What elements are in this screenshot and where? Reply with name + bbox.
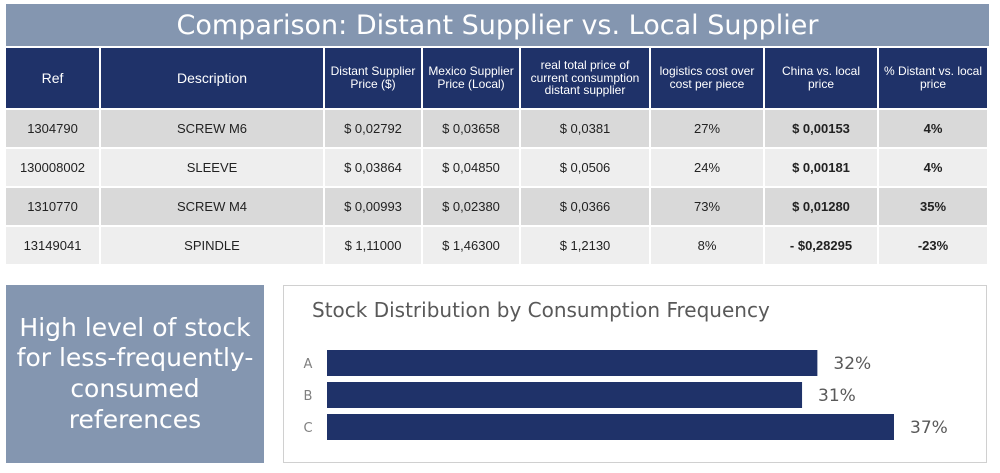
comparison-table: Ref Description Distant Supplier Price (… <box>6 48 989 264</box>
table-row: 130008002 SLEEVE $ 0,03864 $ 0,04850 $ 0… <box>6 147 989 186</box>
cell-distant-price: $ 0,00993 <box>325 186 423 225</box>
data-label: 31% <box>818 386 856 406</box>
page-title: Comparison: Distant Supplier vs. Local S… <box>6 4 989 46</box>
cell-description: SCREW M6 <box>101 108 325 147</box>
cell-pct: 35% <box>879 186 989 225</box>
cell-ref: 13149041 <box>6 225 101 264</box>
bar <box>327 414 894 440</box>
callout-box: High level of stock for less-frequently-… <box>6 285 264 463</box>
cell-real-total: $ 0,0381 <box>521 108 651 147</box>
category-label: A <box>304 357 313 372</box>
category-label: C <box>303 421 312 436</box>
table-row: 1310770 SCREW M4 $ 0,00993 $ 0,02380 $ 0… <box>6 186 989 225</box>
chart-title: Stock Distribution by Consumption Freque… <box>312 298 770 322</box>
column-header-china-vs-local: China vs. local price <box>765 48 879 108</box>
cell-logistics: 24% <box>651 147 765 186</box>
cell-local-price: $ 0,02380 <box>423 186 521 225</box>
cell-description: SCREW M4 <box>101 186 325 225</box>
cell-description: SLEEVE <box>101 147 325 186</box>
column-header-description: Description <box>101 48 325 108</box>
cell-ref: 1304790 <box>6 108 101 147</box>
cell-ref: 130008002 <box>6 147 101 186</box>
cell-local-price: $ 1,46300 <box>423 225 521 264</box>
table-header-row: Ref Description Distant Supplier Price (… <box>6 48 989 108</box>
column-header-ref: Ref <box>6 48 101 108</box>
cell-distant-price: $ 1,11000 <box>325 225 423 264</box>
category-label: B <box>304 389 313 404</box>
column-header-pct: % Distant vs. local price <box>879 48 989 108</box>
cell-distant-price: $ 0,02792 <box>325 108 423 147</box>
cell-logistics: 27% <box>651 108 765 147</box>
column-header-real-total: real total price of current consumption … <box>521 48 651 108</box>
column-header-local-price: Mexico Supplier Price (Local) <box>423 48 521 108</box>
cell-logistics: 73% <box>651 186 765 225</box>
table-row: 13149041 SPINDLE $ 1,11000 $ 1,46300 $ 1… <box>6 225 989 264</box>
cell-logistics: 8% <box>651 225 765 264</box>
chart-panel: A 32% B 31% C 37% Stock Distribution by Consu… <box>283 285 987 463</box>
table-row: 1304790 SCREW M6 $ 0,02792 $ 0,03658 $ 0… <box>6 108 989 147</box>
column-header-distant-price: Distant Supplier Price ($) <box>325 48 423 108</box>
cell-distant-price: $ 0,03864 <box>325 147 423 186</box>
cell-local-price: $ 0,03658 <box>423 108 521 147</box>
cell-china-vs-local: - $0,28295 <box>765 225 879 264</box>
column-header-logistics: logistics cost over cost per piece <box>651 48 765 108</box>
cell-china-vs-local: $ 0,00181 <box>765 147 879 186</box>
data-label: 37% <box>910 418 948 438</box>
cell-pct: 4% <box>879 147 989 186</box>
cell-description: SPINDLE <box>101 225 325 264</box>
bar <box>327 350 818 376</box>
cell-real-total: $ 0,0366 <box>521 186 651 225</box>
cell-local-price: $ 0,04850 <box>423 147 521 186</box>
bar <box>327 382 803 408</box>
cell-pct: 4% <box>879 108 989 147</box>
callout-text: High level of stock for less-frequently-… <box>16 312 254 434</box>
cell-china-vs-local: $ 0,01280 <box>765 186 879 225</box>
data-label: 32% <box>833 354 871 374</box>
cell-ref: 1310770 <box>6 186 101 225</box>
cell-pct: -23% <box>879 225 989 264</box>
cell-real-total: $ 0,0506 <box>521 147 651 186</box>
cell-real-total: $ 1,2130 <box>521 225 651 264</box>
stock-distribution-chart: A 32% B 31% C 37% <box>303 350 948 440</box>
cell-china-vs-local: $ 0,00153 <box>765 108 879 147</box>
